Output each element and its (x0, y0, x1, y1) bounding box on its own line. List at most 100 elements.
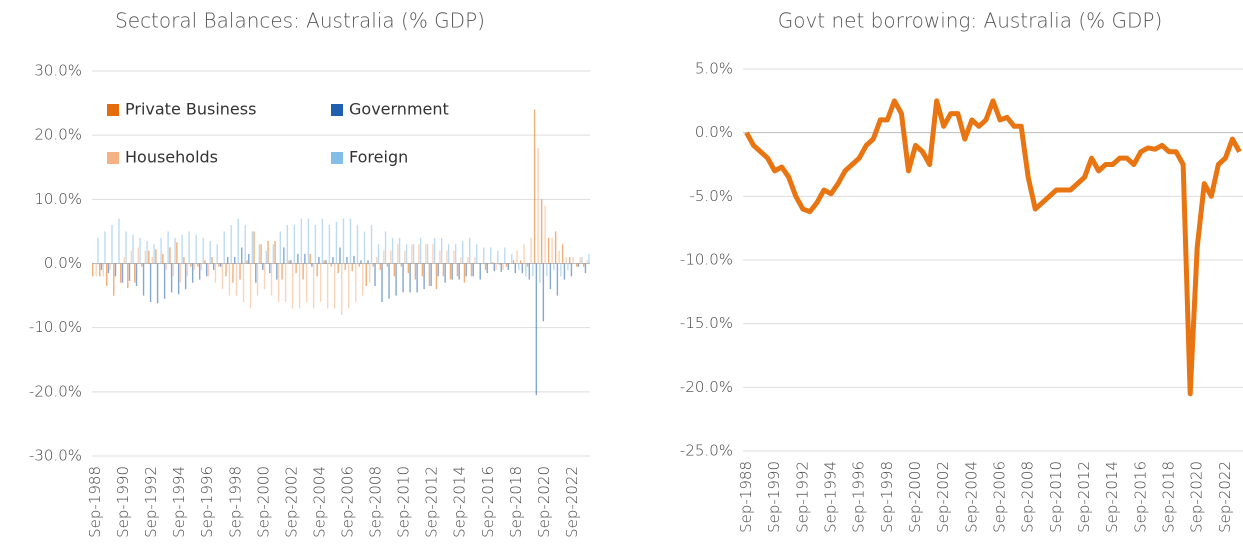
bar (265, 250, 268, 264)
bar (384, 231, 387, 264)
bar (544, 205, 546, 264)
bar (172, 263, 175, 277)
x-tick-label: Sep-2012 (423, 466, 441, 538)
bar (397, 244, 399, 264)
bar (321, 218, 324, 264)
bar (123, 257, 125, 264)
bar (526, 263, 529, 267)
bar (341, 263, 343, 315)
bar (470, 263, 473, 277)
bar (207, 263, 210, 277)
x-tick-label: Sep-2006 (991, 461, 1009, 533)
x-tick-label: Sep-2000 (906, 461, 924, 533)
bar (490, 247, 492, 264)
bar (305, 263, 308, 302)
bar (251, 231, 253, 264)
bar (104, 231, 106, 264)
bar (214, 263, 217, 283)
legend-swatch (331, 104, 343, 116)
bar (540, 199, 543, 264)
bar (311, 263, 313, 267)
bar (428, 263, 431, 286)
bar (326, 263, 329, 309)
x-tick-label: Sep-2018 (507, 466, 525, 538)
bar (137, 247, 139, 264)
bar (379, 263, 381, 270)
bar (535, 263, 538, 396)
bar (319, 263, 322, 302)
bar (258, 244, 260, 264)
x-tick-label: Sep-2014 (451, 466, 469, 538)
bar (230, 225, 232, 264)
bar (568, 257, 571, 264)
bar (314, 225, 317, 264)
bar (276, 263, 278, 280)
bar (491, 262, 494, 264)
bar (377, 244, 380, 264)
bar (433, 237, 436, 264)
bar (237, 218, 239, 264)
bar (174, 237, 176, 264)
bar (407, 263, 410, 274)
legend-label: Households (125, 148, 218, 167)
bar (376, 257, 378, 264)
bar (272, 244, 275, 264)
bar (404, 250, 406, 264)
bar (533, 109, 536, 264)
y-tick-label: 0.0% (44, 254, 82, 272)
bar (184, 263, 187, 290)
bar (260, 244, 262, 264)
bar (302, 263, 304, 280)
bar (92, 263, 94, 277)
bar (507, 263, 509, 270)
bar (528, 263, 531, 280)
bar (342, 218, 345, 264)
bar (235, 263, 238, 296)
bar (458, 263, 460, 280)
bar (416, 263, 418, 293)
bar (216, 244, 218, 264)
x-tick-label: Sep-1996 (850, 461, 868, 533)
bar (335, 221, 338, 264)
bar (170, 263, 173, 293)
x-tick-label: Sep-1998 (226, 466, 244, 538)
bar (114, 263, 117, 277)
bar (200, 263, 203, 270)
bar (309, 253, 311, 264)
x-tick-label: Sep-2004 (310, 466, 328, 538)
bar (495, 263, 497, 270)
bar (537, 148, 539, 264)
bar (556, 263, 559, 296)
bar (561, 244, 564, 264)
bar (432, 244, 434, 264)
bar (163, 263, 166, 299)
bar (300, 218, 303, 264)
bar (190, 263, 192, 267)
bar (255, 263, 257, 283)
bar (553, 263, 555, 270)
bar (223, 231, 225, 264)
x-tick-label: Sep-2022 (1216, 461, 1234, 533)
bar (169, 247, 171, 264)
bar (193, 263, 196, 270)
bar (440, 237, 443, 264)
x-tick-label: Sep-2006 (339, 466, 357, 538)
bar (456, 263, 459, 277)
bar (284, 263, 287, 302)
bar (386, 263, 388, 267)
bar (360, 260, 362, 264)
chart-title: Govt net borrowing: Australia (% GDP) (778, 9, 1163, 33)
bar (283, 247, 285, 264)
bar (465, 263, 467, 277)
bar (344, 263, 346, 270)
bar (423, 263, 425, 290)
legend-label: Foreign (349, 148, 408, 167)
y-tick-label: -30.0% (29, 447, 82, 465)
y-tick-label: 10.0% (34, 190, 82, 208)
bar (374, 263, 376, 286)
bar (449, 263, 452, 280)
bar (546, 263, 548, 277)
bar (162, 253, 164, 264)
x-tick-label: Sep-2000 (254, 466, 272, 538)
bar (586, 260, 588, 264)
